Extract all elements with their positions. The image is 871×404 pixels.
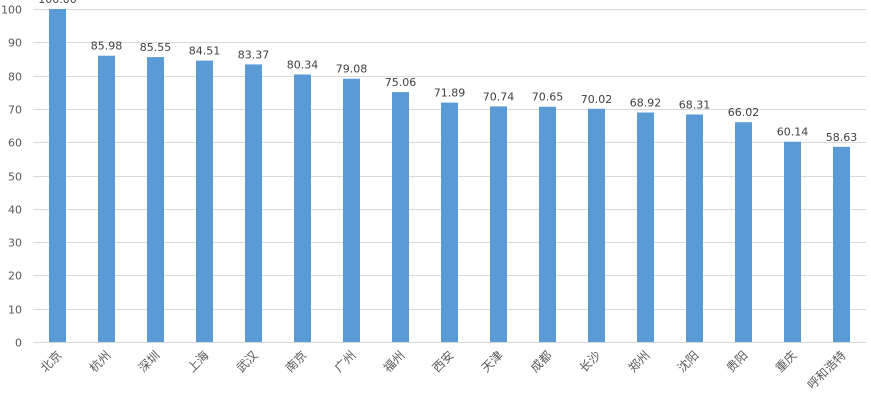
category-label: 贵阳 bbox=[724, 348, 751, 375]
data-label: 58.63 bbox=[826, 131, 858, 144]
y-axis-ticks: 0 10 20 30 40 50 60 70 80 90 100 bbox=[1, 4, 22, 350]
bar bbox=[392, 92, 409, 342]
bar bbox=[490, 106, 507, 343]
data-label: 68.31 bbox=[679, 99, 711, 112]
category-label: 上海 bbox=[184, 348, 212, 376]
data-label: 85.98 bbox=[91, 40, 123, 53]
y-tick-label: 20 bbox=[8, 270, 22, 283]
y-tick-label: 40 bbox=[8, 204, 22, 217]
bar bbox=[686, 114, 703, 342]
data-label: 83.37 bbox=[238, 48, 270, 61]
category-label: 呼和浩特 bbox=[804, 348, 849, 393]
category-label: 沈阳 bbox=[674, 348, 702, 376]
data-label: 100.00 bbox=[38, 0, 77, 6]
y-tick-label: 80 bbox=[8, 71, 22, 84]
data-label: 70.02 bbox=[581, 93, 613, 106]
y-tick-label: 10 bbox=[8, 304, 22, 317]
bar bbox=[147, 57, 164, 342]
bar bbox=[637, 112, 654, 342]
bar bbox=[588, 108, 605, 342]
category-label: 西安 bbox=[429, 348, 457, 376]
data-label: 66.02 bbox=[728, 106, 760, 119]
data-label: 71.89 bbox=[434, 87, 466, 100]
category-label: 武汉 bbox=[234, 348, 261, 375]
data-label: 75.06 bbox=[385, 76, 417, 89]
bar bbox=[833, 146, 850, 342]
y-tick-label: 70 bbox=[8, 104, 22, 117]
data-label: 85.55 bbox=[140, 41, 172, 54]
data-labels: 100.00 85.98 85.55 84.51 83.37 80.34 79.08 75.0… bbox=[38, 0, 857, 144]
y-tick-label: 60 bbox=[8, 137, 22, 150]
category-label: 福州 bbox=[380, 348, 408, 376]
bar bbox=[441, 102, 458, 342]
y-tick-label: 50 bbox=[8, 171, 22, 184]
bar bbox=[343, 78, 360, 342]
y-tick-label: 100 bbox=[1, 4, 22, 17]
bars bbox=[49, 9, 850, 343]
category-label: 杭州 bbox=[86, 348, 114, 376]
y-tick-label: 90 bbox=[8, 37, 22, 50]
y-tick-label: 0 bbox=[15, 337, 22, 350]
category-label: 广州 bbox=[332, 348, 359, 375]
category-label: 长沙 bbox=[577, 348, 604, 375]
bar bbox=[784, 141, 801, 342]
data-label: 80.34 bbox=[287, 59, 319, 72]
bar bbox=[539, 106, 556, 342]
data-label: 70.65 bbox=[532, 91, 564, 104]
data-label: 70.74 bbox=[483, 90, 515, 103]
bar bbox=[49, 9, 66, 342]
category-label: 重庆 bbox=[773, 348, 800, 375]
category-label: 成都 bbox=[528, 348, 555, 375]
bar bbox=[245, 64, 262, 343]
bar bbox=[735, 122, 752, 342]
category-label: 深圳 bbox=[136, 348, 163, 375]
bar bbox=[196, 60, 213, 342]
x-axis-categories: 北京 杭州 深圳 上海 武汉 南京 广州 福州 西安 天津 成都 长沙 郑州 沈阳 贵阳 重庆 呼和浩特 bbox=[38, 348, 849, 393]
bar bbox=[98, 55, 115, 342]
category-label: 北京 bbox=[38, 348, 65, 375]
data-label: 79.08 bbox=[336, 63, 368, 76]
data-label: 68.92 bbox=[630, 97, 662, 110]
category-label: 南京 bbox=[282, 348, 310, 376]
data-label: 60.14 bbox=[777, 126, 809, 139]
category-label: 郑州 bbox=[625, 348, 653, 376]
bar bbox=[294, 74, 311, 342]
category-label: 天津 bbox=[479, 348, 506, 375]
y-tick-label: 30 bbox=[8, 237, 22, 250]
data-label: 84.51 bbox=[189, 45, 221, 58]
